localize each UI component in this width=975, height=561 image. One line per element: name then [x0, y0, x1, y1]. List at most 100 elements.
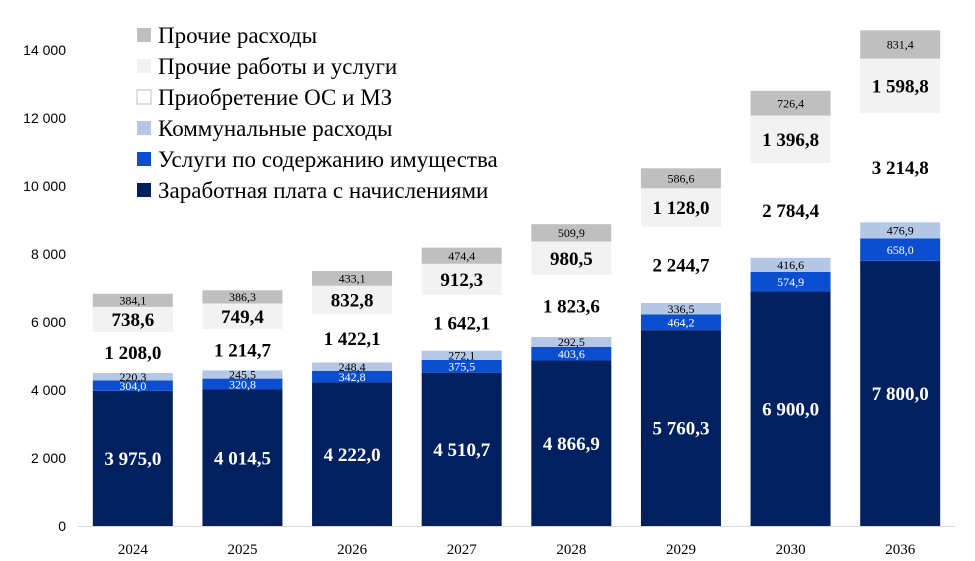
bar-segment [312, 382, 393, 526]
data-label: 416,6 [777, 258, 804, 272]
data-label: 4 014,5 [214, 448, 271, 469]
bar-segment [421, 247, 502, 264]
bar-segment [860, 222, 941, 239]
bar-segment [640, 314, 721, 331]
legend-swatch [137, 121, 151, 135]
bar-segment [92, 380, 173, 391]
data-label: 336,5 [667, 302, 694, 316]
data-label: 4 510,7 [433, 440, 491, 461]
bar-segment [531, 241, 612, 275]
x-tick-label: 2028 [556, 542, 586, 558]
bar-segment [92, 373, 173, 381]
legend-swatch [137, 28, 151, 42]
bar-segment [860, 58, 941, 113]
bar-segment [202, 370, 283, 379]
y-tick-label: 6 000 [31, 314, 66, 330]
bar-segment [640, 330, 721, 526]
data-label: 749,4 [221, 307, 264, 328]
bar-segment [202, 378, 283, 390]
bar-segment [421, 359, 502, 373]
bar-segment [312, 285, 393, 314]
bar-segment [421, 263, 502, 295]
x-axis: 2024 2025 2026 2027 2028 2029 2030 2036 [78, 526, 955, 558]
bar-segment [860, 260, 941, 526]
bar-segment [202, 328, 283, 371]
data-label: 586,6 [667, 171, 694, 185]
data-label: 245,5 [229, 368, 256, 382]
bar-segment [640, 302, 721, 315]
data-label: 726,4 [777, 96, 804, 110]
bar-segment [312, 270, 393, 286]
bar-segment [531, 336, 612, 347]
data-label: 272,1 [448, 348, 475, 362]
y-tick-label: 14 000 [23, 42, 66, 58]
bar-segment [202, 389, 283, 526]
bar-segment [750, 257, 831, 272]
data-label: 342,8 [339, 370, 366, 384]
data-label: 574,9 [777, 275, 804, 289]
bar-stack-2036: 7 800,0 658,0 476,9 3 214,8 1 598,8 831,4 [860, 30, 941, 526]
y-tick-label: 2 000 [31, 450, 66, 466]
legend-swatch [136, 89, 152, 105]
y-tick-label: 8 000 [31, 246, 66, 262]
data-label: 1 598,8 [872, 76, 929, 97]
data-label: 1 396,8 [762, 130, 819, 151]
x-tick-label: 2027 [447, 542, 478, 558]
bar-segment [640, 188, 721, 227]
data-label: 1 422,1 [324, 329, 381, 350]
bar-segment [531, 224, 612, 242]
data-label: 476,9 [887, 224, 914, 238]
legend-entry: Услуги по содержанию имущества [158, 147, 498, 172]
data-label: 1 208,0 [104, 343, 161, 364]
data-label: 220,3 [119, 370, 146, 384]
data-label: 403,6 [558, 347, 585, 361]
legend-swatch [137, 152, 151, 166]
data-label: 6 900,0 [762, 399, 819, 420]
data-label: 386,3 [229, 290, 256, 304]
y-tick-label: 12 000 [23, 110, 66, 126]
bar-segment [750, 90, 831, 116]
bar-segment [202, 290, 283, 304]
data-label: 433,1 [339, 272, 366, 286]
bar-segment [421, 350, 502, 360]
data-label: 980,5 [550, 249, 593, 270]
data-label: 384,1 [119, 294, 146, 308]
bar-segment [860, 30, 941, 59]
data-label: 658,0 [887, 243, 914, 257]
y-tick-label: 4 000 [31, 382, 66, 398]
data-label: 2 784,4 [762, 201, 820, 222]
bar-segment [750, 115, 831, 164]
data-label: 7 800,0 [872, 384, 929, 405]
data-label: 4 222,0 [324, 445, 381, 466]
data-label: 4 866,9 [543, 434, 600, 455]
bar-segment [531, 274, 612, 337]
x-tick-label: 2030 [776, 542, 806, 558]
bar-segment [640, 226, 721, 303]
bar-segment [860, 238, 941, 261]
data-label: 464,2 [667, 315, 694, 329]
y-tick-label: 0 [58, 518, 66, 534]
data-label: 1 823,6 [543, 297, 600, 318]
data-label: 292,5 [558, 335, 585, 349]
data-label: 509,9 [558, 226, 585, 240]
bar-segment [92, 390, 173, 526]
data-label: 304,0 [119, 379, 146, 393]
data-label: 1 128,0 [652, 198, 709, 219]
bar-segment [92, 306, 173, 332]
bar-segment [860, 112, 941, 223]
data-label: 3 214,8 [872, 158, 929, 179]
data-label: 320,8 [229, 377, 256, 391]
legend-entry: Прочие работы и услуги [158, 54, 397, 79]
legend-entry: Приобретение ОС и МЗ [158, 85, 392, 110]
data-label: 1 642,1 [433, 313, 490, 334]
y-axis: 0 2 000 4 000 6 000 8 000 10 000 12 000 14 000 [23, 42, 66, 534]
y-tick-label: 10 000 [23, 178, 66, 194]
bar-segment [312, 362, 393, 371]
data-label: 738,6 [111, 310, 154, 331]
data-label: 5 760,3 [652, 419, 709, 440]
